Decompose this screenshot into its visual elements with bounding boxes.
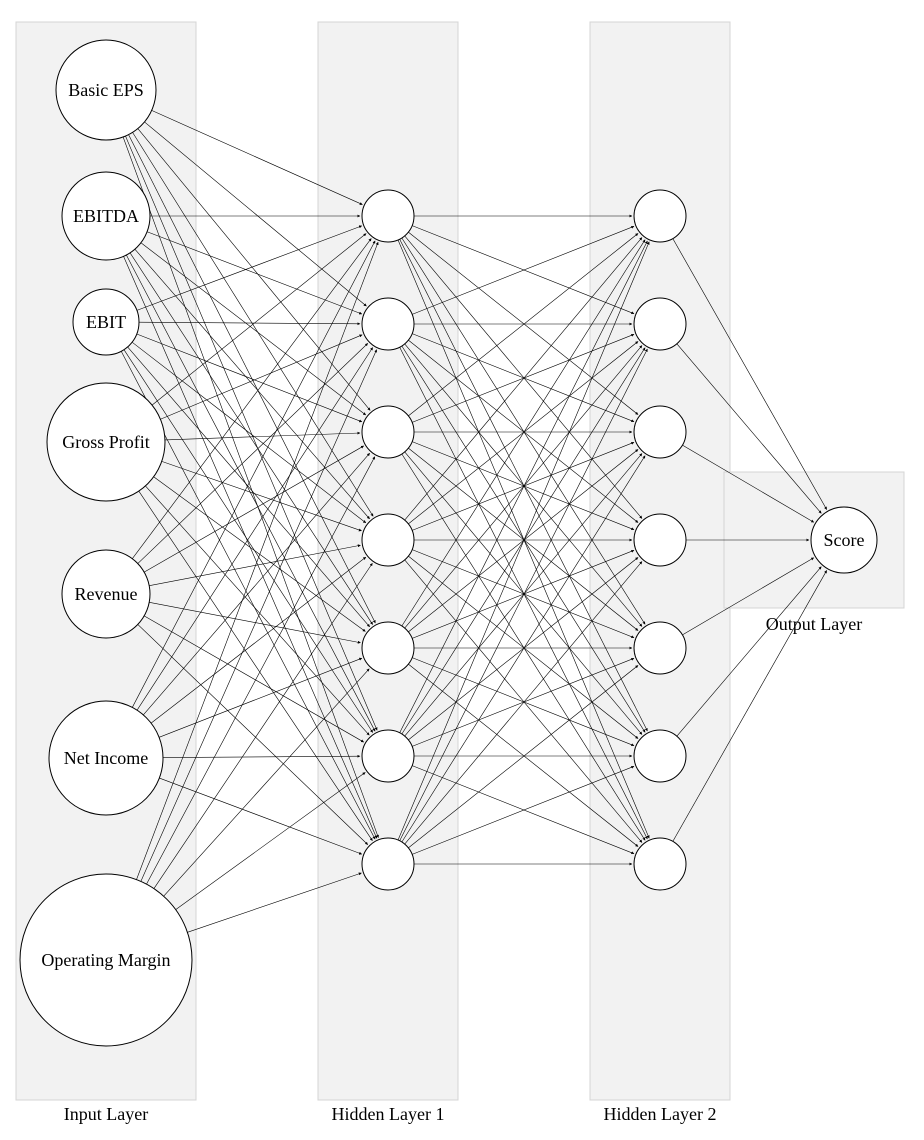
- node-h1_2: [362, 406, 414, 458]
- neural-network-diagram: Basic EPS EBITDA EBIT Gross Profit Revenue Ne…: [0, 0, 924, 1140]
- node-h1_1: [362, 298, 414, 350]
- node-h2_3: [634, 514, 686, 566]
- node-h2_1: [634, 298, 686, 350]
- layer-label-input: Input Layer: [64, 1104, 148, 1124]
- node-h2_0: [634, 190, 686, 242]
- node-h1_6: [362, 838, 414, 890]
- layer-label-output: Output Layer: [766, 614, 862, 634]
- node-label-in5: Net Income: [64, 748, 148, 768]
- node-h1_3: [362, 514, 414, 566]
- node-label-in1: EBITDA: [73, 206, 139, 226]
- layer-label-hidden2: Hidden Layer 2: [604, 1104, 717, 1124]
- node-label-in6: Operating Margin: [41, 950, 170, 970]
- node-h2_4: [634, 622, 686, 674]
- node-label-in2: EBIT: [86, 312, 126, 332]
- node-h2_6: [634, 838, 686, 890]
- layer-label-hidden1: Hidden Layer 1: [332, 1104, 445, 1124]
- node-h2_2: [634, 406, 686, 458]
- node-label-in0: Basic EPS: [68, 80, 144, 100]
- node-h1_5: [362, 730, 414, 782]
- node-h1_0: [362, 190, 414, 242]
- node-label-in4: Revenue: [75, 584, 138, 604]
- node-label-in3: Gross Profit: [62, 432, 150, 452]
- node-h1_4: [362, 622, 414, 674]
- node-h2_5: [634, 730, 686, 782]
- node-label-out0: Score: [824, 530, 865, 550]
